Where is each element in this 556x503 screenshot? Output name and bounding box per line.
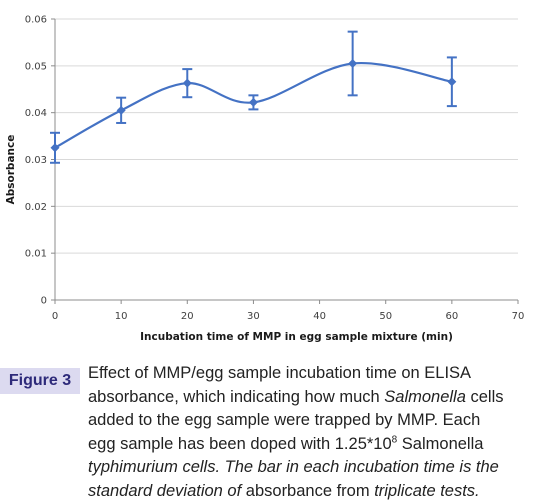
x-tick-label: 10 [115,311,128,322]
caption-line-6: standard deviation of absorbance from tr… [88,480,550,503]
caption-line-4b: Salmonella [397,434,484,453]
caption-line-2b: Salmonella [384,387,466,406]
caption-line-2: absorbance, which indicating how much Sa… [88,386,550,410]
caption-line-6a: standard deviation of [88,481,242,500]
caption-line-5: typhimurium cells. The bar in each incub… [88,458,499,476]
y-axis-ticks: 0 0.01 0.02 0.03 0.04 0.05 0.06 [25,15,55,307]
x-tick-label: 40 [313,311,326,322]
x-tick-label: 60 [445,311,458,322]
data-point-marker [116,105,126,115]
caption-line-6c: triplicate tests. [374,481,480,500]
x-tick-label: 50 [379,311,392,322]
x-tick-label: 0 [52,311,58,322]
caption-text: Effect of MMP/egg sample incubation time… [88,362,550,503]
y-tick-label: 0.06 [25,15,47,26]
y-tick-label: 0.05 [25,61,47,72]
caption-line-1: Effect of MMP/egg sample incubation time… [88,364,472,382]
caption-line-4a: egg sample has been doped with 1.25*10 [88,434,392,453]
absorbance-line-chart: 0 0.01 0.02 0.03 0.04 0.05 0.06 0 10 20 30 40 50 60 7… [5,15,525,344]
data-point-marker [50,143,60,153]
caption-line-3: added to the egg sample were trapped by … [88,411,481,429]
caption-line-2c: cells [465,387,504,406]
grid-lines [55,18,518,254]
data-point-marker [182,78,192,88]
y-tick-label: 0.02 [25,202,47,213]
x-tick-label: 70 [512,311,525,322]
y-tick-label: 0.01 [25,249,47,260]
series-layer [50,30,457,164]
x-tick-label: 30 [247,311,260,322]
caption-line-4: egg sample has been doped with 1.25*108 … [88,433,550,457]
x-tick-label: 20 [181,311,194,322]
y-tick-label: 0.03 [25,155,47,166]
figure-caption: Figure 3 Effect of MMP/egg sample incuba… [0,362,556,503]
caption-line-2a: absorbance, which indicating how much [88,387,385,406]
y-tick-label: 0 [41,296,47,307]
data-point-marker [248,97,258,107]
x-axis-title: Incubation time of MMP in egg sample mix… [140,331,453,343]
data-point-marker [447,77,457,87]
x-axis-ticks: 0 10 20 30 40 50 60 70 [52,300,525,322]
y-axis-title: Absorbance [5,135,17,205]
caption-line-4-sup: 8 [391,434,398,445]
data-point-marker [348,58,358,68]
caption-line-6b: absorbance from [241,481,375,500]
figure-label: Figure 3 [0,368,80,394]
y-tick-label: 0.04 [25,108,47,119]
